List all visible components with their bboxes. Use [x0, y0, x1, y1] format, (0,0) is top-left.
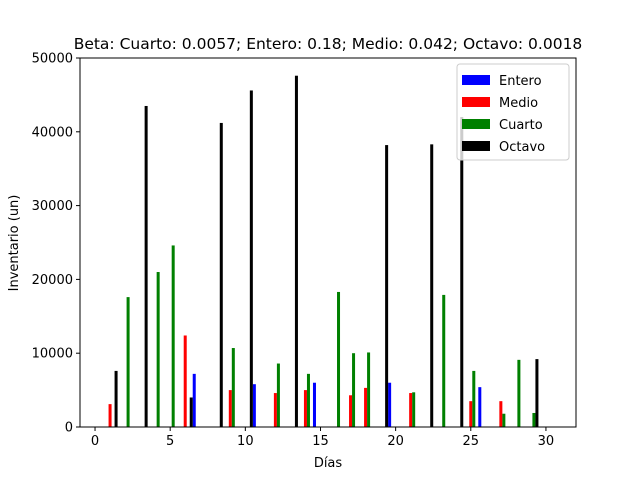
bar-entero-0: [192, 373, 196, 427]
bar-octavo-1: [144, 105, 148, 427]
bar-cuarto-7: [352, 353, 356, 427]
y-tick-label: 30000: [32, 199, 73, 214]
y-tick-label: 0: [65, 421, 73, 436]
x-tick-label: 30: [538, 434, 555, 449]
bar-medio-7: [409, 393, 413, 427]
x-tick-label: 25: [463, 434, 480, 449]
bar-medio-5: [349, 395, 353, 427]
x-tick-label: 15: [312, 434, 329, 449]
y-tick-label: 50000: [32, 52, 73, 67]
legend-swatch-entero: [462, 75, 490, 85]
y-tick-label: 20000: [32, 273, 73, 288]
x-tick-label: 10: [237, 434, 254, 449]
legend-swatch-medio: [462, 97, 490, 107]
legend-label-cuarto: Cuarto: [499, 118, 543, 133]
bar-medio-2: [228, 390, 232, 427]
bar-cuarto-1: [156, 272, 160, 427]
bar-cuarto-2: [171, 245, 175, 427]
bar-octavo-3: [219, 122, 223, 427]
bar-cuarto-3: [231, 348, 235, 427]
bar-medio-0: [108, 404, 112, 427]
bar-cuarto-9: [412, 392, 416, 427]
plot-frame: [79, 57, 577, 428]
bar-octavo-4: [249, 90, 253, 427]
legend-label-entero: Entero: [499, 74, 542, 89]
bar-cuarto-12: [502, 413, 506, 427]
bar-cuarto-11: [472, 370, 476, 427]
bar-cuarto-0: [126, 297, 130, 427]
bar-cuarto-8: [367, 352, 371, 427]
bar-octavo-2: [189, 397, 193, 427]
x-tick-label: 20: [387, 434, 404, 449]
bar-octavo-6: [385, 145, 389, 427]
bar-octavo-9: [535, 359, 539, 427]
bar-medio-1: [183, 335, 187, 427]
y-axis-label: Inventario (un): [7, 195, 22, 292]
bar-entero-4: [478, 387, 482, 427]
bar-octavo-5: [294, 75, 298, 428]
bar-cuarto-6: [337, 291, 341, 427]
y-tick-label: 10000: [32, 347, 73, 362]
x-tick-label: 5: [166, 434, 174, 449]
legend-label-medio: Medio: [499, 96, 538, 111]
bar-cuarto-5: [306, 373, 310, 427]
bar-octavo-8: [460, 117, 464, 427]
ticks-layer: 0 5 10 15 20 25 30 0 10000 20000 30000 40000 50000: [32, 52, 555, 450]
bar-medio-8: [469, 401, 473, 427]
bar-entero-1: [252, 384, 256, 427]
bar-entero-2: [312, 382, 316, 427]
bars-layer: [108, 75, 539, 428]
bar-cuarto-14: [532, 412, 536, 427]
x-axis-label: Días: [314, 456, 343, 471]
bar-octavo-0: [114, 370, 118, 427]
bar-octavo-7: [430, 144, 434, 427]
bar-entero-3: [388, 382, 392, 427]
bar-cuarto-10: [442, 294, 446, 427]
legend-swatch-cuarto: [462, 119, 490, 129]
bar-medio-4: [303, 390, 307, 427]
bar-medio-6: [364, 387, 368, 427]
legend-box: [456, 63, 570, 161]
x-tick-label: 0: [91, 434, 99, 449]
y-tick-label: 40000: [32, 125, 73, 140]
bar-medio-3: [273, 393, 277, 427]
legend-swatch-octavo: [462, 141, 490, 151]
bar-cuarto-13: [517, 359, 521, 427]
bar-cuarto-4: [276, 363, 280, 427]
legend-label-octavo: Octavo: [499, 140, 545, 155]
legend: Entero Medio Cuarto Octavo: [456, 63, 570, 161]
bar-medio-9: [499, 401, 503, 427]
chart-title: Beta: Cuarto: 0.0057; Entero: 0.18; Medi…: [74, 35, 583, 53]
